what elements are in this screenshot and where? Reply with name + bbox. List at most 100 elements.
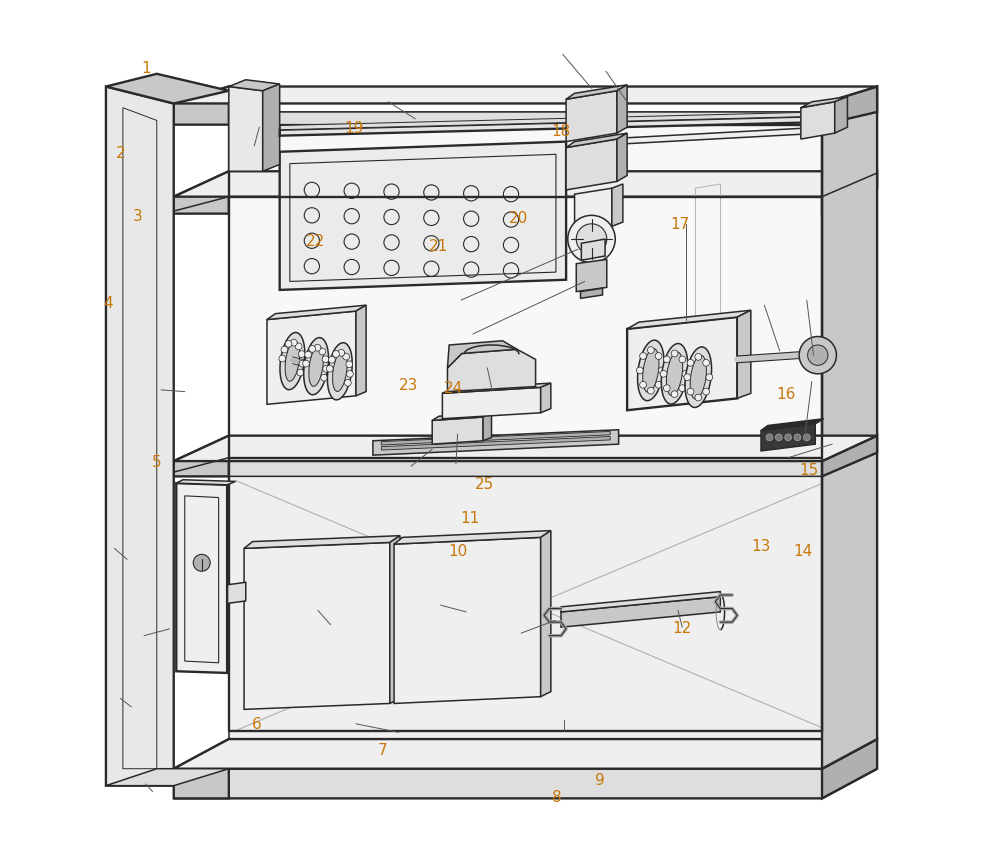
Polygon shape	[390, 536, 400, 704]
Polygon shape	[174, 740, 229, 798]
Polygon shape	[280, 117, 822, 136]
Text: 21: 21	[429, 239, 449, 254]
Ellipse shape	[304, 338, 329, 395]
Circle shape	[799, 337, 836, 374]
Polygon shape	[432, 413, 492, 421]
Text: 3: 3	[132, 209, 142, 223]
Circle shape	[785, 435, 792, 441]
Polygon shape	[822, 88, 877, 769]
Circle shape	[328, 357, 335, 364]
Circle shape	[655, 382, 662, 389]
Circle shape	[295, 343, 302, 350]
Circle shape	[794, 435, 801, 441]
Text: 2: 2	[116, 146, 125, 161]
Polygon shape	[229, 88, 263, 172]
Polygon shape	[174, 172, 877, 198]
Polygon shape	[822, 172, 877, 215]
Ellipse shape	[685, 348, 712, 408]
Polygon shape	[581, 239, 605, 261]
Polygon shape	[822, 436, 877, 477]
Polygon shape	[229, 81, 280, 92]
Polygon shape	[566, 92, 617, 142]
Polygon shape	[106, 75, 229, 104]
Circle shape	[706, 374, 713, 381]
Text: 12: 12	[673, 620, 692, 635]
Polygon shape	[280, 112, 822, 130]
Polygon shape	[229, 112, 822, 452]
Polygon shape	[244, 543, 390, 710]
Polygon shape	[566, 134, 627, 148]
Circle shape	[679, 385, 686, 392]
Polygon shape	[619, 128, 822, 145]
Circle shape	[703, 389, 709, 395]
Polygon shape	[174, 172, 229, 215]
Polygon shape	[566, 86, 627, 101]
Polygon shape	[627, 311, 751, 330]
Polygon shape	[174, 88, 877, 104]
Polygon shape	[244, 536, 400, 549]
Text: 14: 14	[794, 544, 813, 559]
Polygon shape	[106, 769, 229, 786]
Text: 25: 25	[475, 476, 494, 491]
Polygon shape	[822, 740, 877, 798]
Circle shape	[305, 352, 311, 359]
Polygon shape	[229, 436, 877, 456]
Polygon shape	[174, 436, 229, 477]
Text: 16: 16	[777, 386, 796, 401]
Text: 4: 4	[104, 296, 113, 311]
Text: 13: 13	[751, 538, 771, 554]
Circle shape	[338, 350, 345, 357]
Text: 17: 17	[670, 217, 689, 232]
Polygon shape	[280, 142, 566, 291]
Polygon shape	[229, 112, 877, 125]
Circle shape	[319, 348, 326, 355]
Polygon shape	[761, 424, 815, 452]
Ellipse shape	[309, 347, 323, 387]
Circle shape	[687, 360, 694, 366]
Polygon shape	[432, 417, 483, 445]
Polygon shape	[227, 583, 246, 604]
Ellipse shape	[643, 349, 659, 393]
Polygon shape	[561, 597, 720, 627]
Circle shape	[663, 385, 670, 392]
Circle shape	[303, 360, 309, 367]
Circle shape	[663, 357, 670, 364]
Polygon shape	[174, 769, 877, 798]
Polygon shape	[561, 592, 720, 613]
Circle shape	[660, 371, 667, 377]
Circle shape	[687, 389, 694, 395]
Polygon shape	[617, 134, 627, 182]
Circle shape	[640, 382, 646, 389]
Text: 5: 5	[152, 454, 162, 469]
Circle shape	[322, 356, 329, 363]
Circle shape	[309, 346, 316, 353]
Circle shape	[647, 348, 654, 354]
Circle shape	[682, 371, 689, 377]
Polygon shape	[381, 432, 610, 446]
Polygon shape	[442, 383, 551, 394]
Circle shape	[321, 375, 328, 382]
Text: 11: 11	[461, 510, 480, 525]
Text: 10: 10	[448, 544, 467, 559]
Circle shape	[285, 341, 292, 348]
Polygon shape	[627, 318, 737, 411]
Circle shape	[344, 380, 351, 387]
Polygon shape	[373, 430, 619, 456]
Polygon shape	[174, 436, 877, 462]
Polygon shape	[176, 484, 227, 673]
Polygon shape	[541, 383, 551, 413]
Polygon shape	[394, 531, 551, 544]
Polygon shape	[174, 88, 229, 125]
Circle shape	[299, 361, 306, 368]
Circle shape	[775, 435, 782, 441]
Text: 9: 9	[595, 772, 605, 787]
Polygon shape	[267, 312, 356, 405]
Circle shape	[279, 355, 286, 362]
Polygon shape	[617, 86, 627, 134]
Ellipse shape	[638, 341, 664, 401]
Polygon shape	[576, 260, 607, 292]
Ellipse shape	[661, 344, 688, 405]
Polygon shape	[581, 289, 603, 299]
Text: 23: 23	[399, 378, 418, 393]
Ellipse shape	[280, 333, 305, 390]
